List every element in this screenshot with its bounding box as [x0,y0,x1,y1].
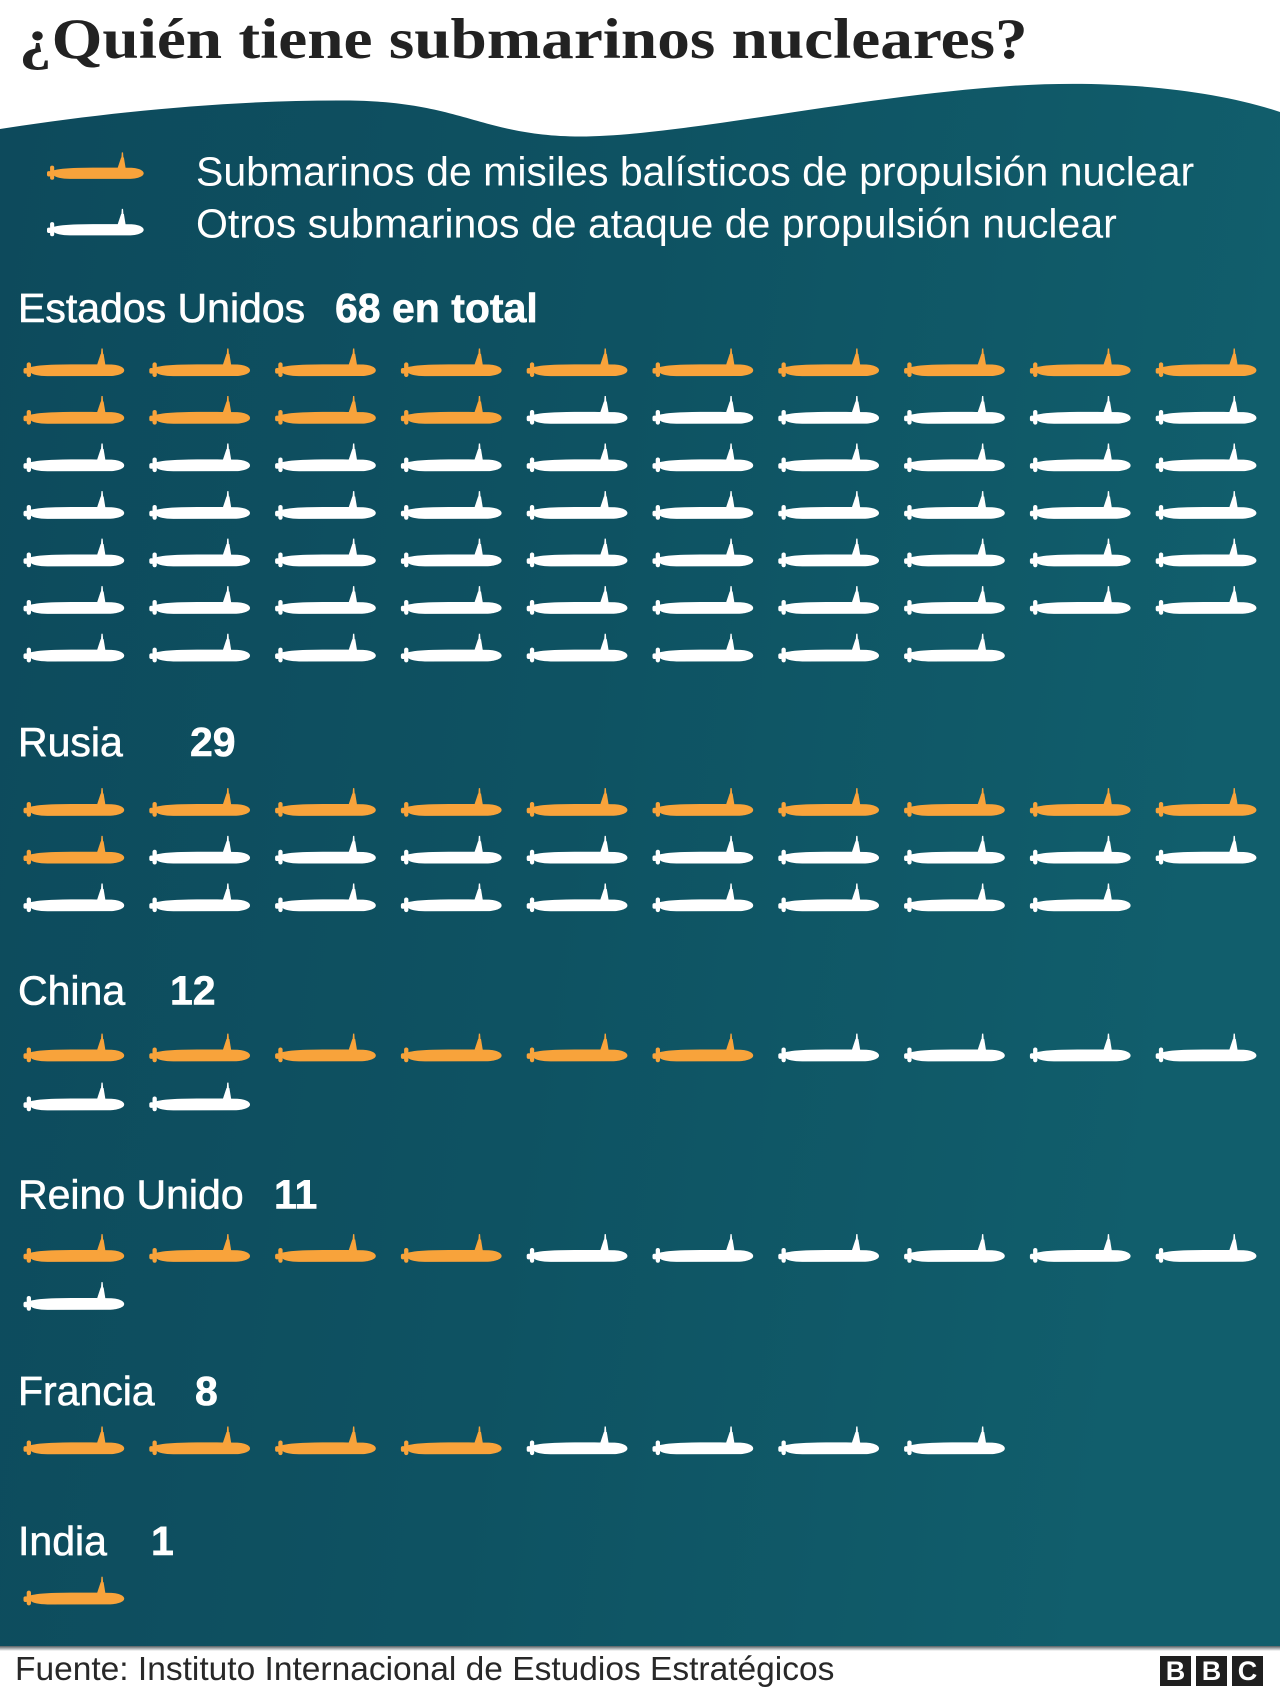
svg-text:Otros submarinos de ataque de: Otros submarinos de ataque de propulsión… [196,201,1117,247]
svg-text:Rusia: Rusia [18,719,123,765]
svg-text:68 en total: 68 en total [335,285,538,331]
svg-text:India: India [18,1518,107,1564]
svg-text:Francia: Francia [18,1368,155,1414]
svg-text:11: 11 [274,1171,317,1217]
svg-text:1: 1 [151,1518,174,1564]
svg-text:Reino Unido: Reino Unido [18,1171,244,1217]
svg-text:Submarinos de misiles balístic: Submarinos de misiles balísticos de prop… [196,149,1194,195]
svg-text:China: China [18,968,125,1014]
svg-text:12: 12 [170,968,216,1014]
svg-text:Estados Unidos: Estados Unidos [18,285,305,331]
svg-text:29: 29 [190,719,236,765]
svg-text:8: 8 [195,1368,218,1414]
